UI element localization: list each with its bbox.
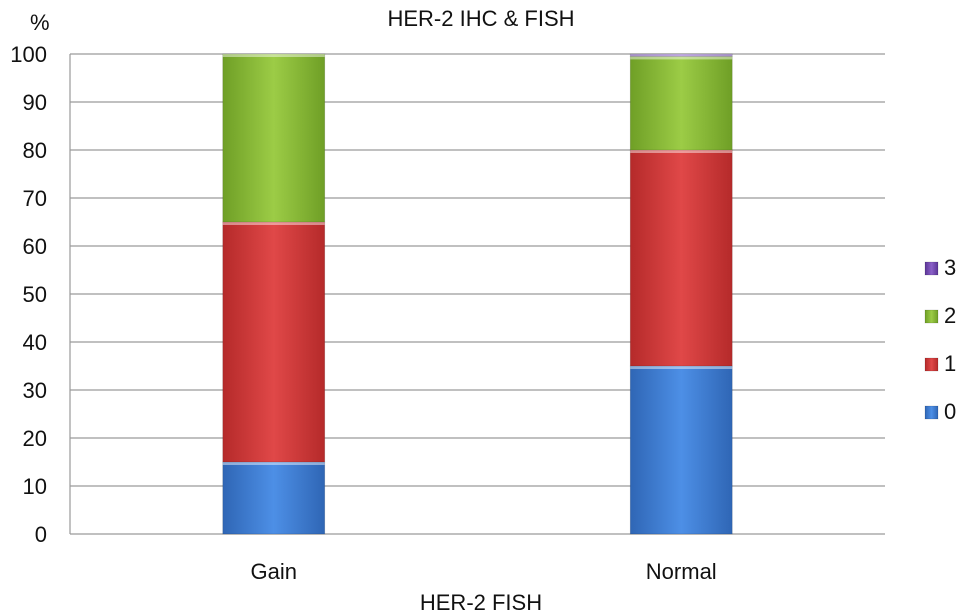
bar-segment-normal-0 — [629, 365, 733, 535]
bar-segment-normal-2 — [629, 56, 733, 151]
legend-swatch-3 — [924, 261, 939, 276]
bar-segment-highlight — [222, 462, 325, 465]
y-tick-label: 50 — [23, 282, 47, 307]
y-tick-label: 30 — [23, 378, 47, 403]
y-tick-label: 60 — [23, 234, 47, 259]
bar-segment-highlight — [630, 150, 733, 153]
bar-segment-gain-1 — [222, 221, 326, 463]
bar-segment-highlight — [630, 366, 733, 369]
bar-segment-highlight — [222, 54, 325, 57]
legend-swatch-2 — [924, 309, 939, 324]
y-tick-label: 70 — [23, 186, 47, 211]
y-tick-label: 10 — [23, 474, 47, 499]
x-tick-label: Normal — [646, 559, 717, 584]
y-tick-label: 0 — [35, 522, 47, 547]
x-tick-label: Gain — [251, 559, 297, 584]
legend-swatch-0 — [924, 405, 939, 420]
y-tick-label: 80 — [23, 138, 47, 163]
legend-label-0: 0 — [944, 399, 956, 424]
legend-label-1: 1 — [944, 351, 956, 376]
y-axis-ticks: 0 10 20 30 40 50 60 70 80 90 100 — [10, 42, 47, 547]
y-tick-label: 40 — [23, 330, 47, 355]
chart-title: HER-2 IHC & FISH — [387, 6, 575, 31]
bar-segment-gain-2 — [222, 53, 326, 223]
legend-swatch-1 — [924, 357, 939, 372]
bar-segment-highlight — [222, 222, 325, 225]
grid-lines — [69, 53, 885, 535]
bar-segment-normal-3 — [629, 53, 733, 57]
x-axis-ticks: Gain Normal — [251, 559, 717, 584]
y-tick-label: 90 — [23, 90, 47, 115]
bar-segment-normal-1 — [629, 149, 733, 367]
bar-segment-gain-0 — [222, 461, 326, 535]
bar-segment-highlight — [630, 56, 733, 60]
y-axis-label: % — [30, 10, 50, 35]
y-tick-label: 20 — [23, 426, 47, 451]
bar-segment-highlight — [630, 54, 733, 57]
y-tick-label: 100 — [10, 42, 47, 67]
legend-label-3: 3 — [944, 255, 956, 280]
legend: 3 2 1 0 — [924, 255, 956, 424]
bars — [222, 53, 733, 535]
legend-label-2: 2 — [944, 303, 956, 328]
x-axis-label: HER-2 FISH — [419, 590, 543, 615]
